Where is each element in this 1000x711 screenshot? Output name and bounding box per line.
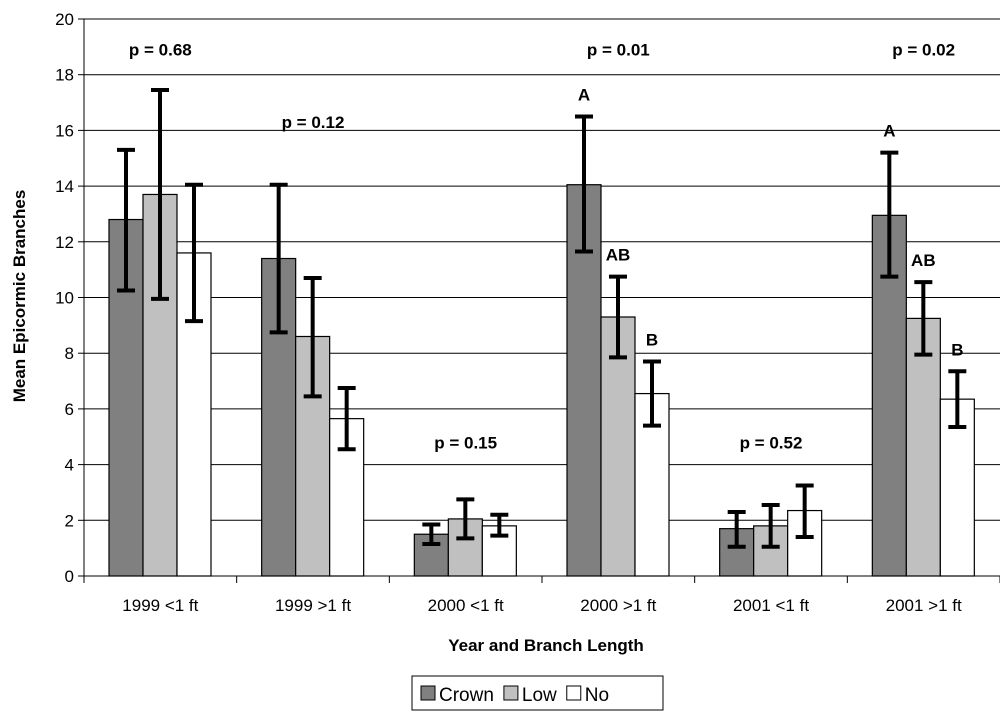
legend-swatch-no bbox=[566, 685, 582, 701]
x-tick-label: 1999 <1 ft bbox=[122, 596, 198, 615]
x-tick-label: 2001 <1 ft bbox=[733, 596, 809, 615]
y-tick-labels: 0 2 4 6 8 10 12 14 16 18 20 bbox=[55, 10, 74, 586]
p-value-label: p = 0.02 bbox=[892, 41, 955, 60]
y-axis-title: Mean Epicormic Branches bbox=[10, 190, 29, 403]
y-tick-label: 14 bbox=[55, 177, 74, 196]
legend-label-low: Low bbox=[522, 685, 557, 706]
gridlines bbox=[84, 18, 1000, 521]
significance-letter: A bbox=[578, 85, 590, 104]
axes bbox=[78, 18, 1000, 583]
significance-letter: A bbox=[883, 122, 895, 141]
y-tick-label: 20 bbox=[55, 10, 74, 29]
legend-swatch-low bbox=[503, 685, 519, 701]
significance-letter: AB bbox=[606, 246, 631, 265]
y-tick-label: 10 bbox=[55, 289, 74, 308]
significance-letter: B bbox=[951, 340, 963, 359]
y-tick-label: 18 bbox=[55, 66, 74, 85]
y-tick-label: 0 bbox=[65, 567, 74, 586]
x-tick-label: 2001 >1 ft bbox=[886, 596, 962, 615]
legend-label-crown: Crown bbox=[439, 685, 494, 706]
x-tick-label: 2000 >1 ft bbox=[580, 596, 656, 615]
y-tick-label: 8 bbox=[65, 344, 74, 363]
y-tick-label: 2 bbox=[65, 511, 74, 530]
p-value-label: p = 0.15 bbox=[434, 433, 497, 452]
legend-label-no: No bbox=[585, 685, 609, 706]
x-axis-title: Year and Branch Length bbox=[448, 636, 644, 655]
p-value-label: p = 0.52 bbox=[740, 433, 803, 452]
legend: Crown Low No bbox=[411, 675, 664, 711]
annotations: A A AB AB B Bp = 0.68 p = 0.12 p = 0.15 p = 0.01… bbox=[129, 41, 964, 453]
p-value-label: p = 0.12 bbox=[282, 113, 345, 132]
error-bars bbox=[117, 88, 967, 549]
x-tick-label: 2000 <1 ft bbox=[428, 596, 504, 615]
y-tick-label: 12 bbox=[55, 233, 74, 252]
y-tick-label: 4 bbox=[65, 456, 74, 475]
significance-letter: B bbox=[646, 331, 658, 350]
legend-box bbox=[411, 675, 664, 711]
legend-swatch-crown bbox=[420, 685, 436, 701]
y-tick-label: 6 bbox=[65, 400, 74, 419]
y-tick-label: 16 bbox=[55, 121, 74, 140]
p-value-label: p = 0.68 bbox=[129, 41, 192, 60]
bar-low bbox=[600, 316, 636, 577]
bar-low bbox=[905, 317, 941, 577]
significance-letter: AB bbox=[911, 251, 936, 270]
x-tick-labels: 1999 <1 ft 1999 >1 ft 2000 <1 ft 2000 >1 ft… bbox=[122, 596, 962, 615]
bars bbox=[108, 184, 975, 577]
p-value-label: p = 0.01 bbox=[587, 41, 650, 60]
x-tick-label: 1999 >1 ft bbox=[275, 596, 351, 615]
